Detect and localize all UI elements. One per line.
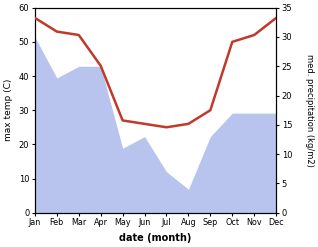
Y-axis label: med. precipitation (kg/m2): med. precipitation (kg/m2) (305, 54, 314, 167)
X-axis label: date (month): date (month) (119, 233, 192, 243)
Y-axis label: max temp (C): max temp (C) (4, 79, 13, 141)
